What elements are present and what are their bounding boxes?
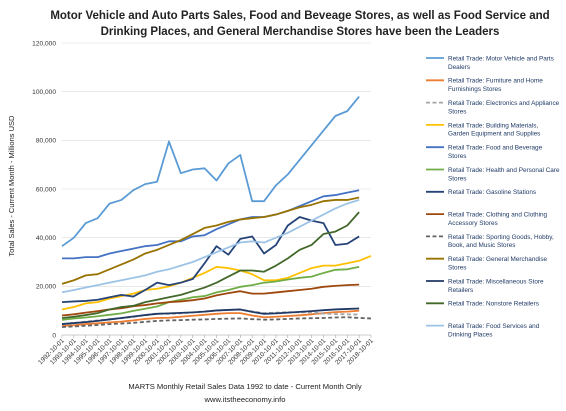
y-tick-label: 20,000 xyxy=(36,284,57,291)
legend-label-9: Retail Trade: General Merchandise Stores xyxy=(448,256,548,271)
series-line-5 xyxy=(61,265,360,321)
chart-title-line-2: Drinking Places, and General Merchandise… xyxy=(101,26,500,38)
series-line-4 xyxy=(62,189,360,260)
legend-label-1: Retail Trade: Furniture and Home Furnishi… xyxy=(448,78,543,93)
y-tick-label: 80,000 xyxy=(36,138,57,145)
legend: Retail Trade: Motor Vehicle and Parts Dea… xyxy=(426,55,560,338)
website-note: www.itstheeconomy.info xyxy=(204,395,286,404)
legend-label-7: Retail Trade: Clothing and Clothing Acces… xyxy=(448,212,548,227)
y-tick-label: 0 xyxy=(52,332,56,339)
y-axis-ticks: 0 20,000 40,000 60,000 80,000 100,000 120,000 xyxy=(32,40,56,339)
y-tick-label: 40,000 xyxy=(36,235,57,242)
series-line-9 xyxy=(61,196,360,285)
series-line-11 xyxy=(61,211,360,319)
legend-label-8: Retail Trade: Sporting Goods, Hobby, Book… xyxy=(448,234,554,249)
legend-label-10: Retail Trade: Miscellaneous Store Retaile… xyxy=(448,278,544,293)
y-tick-label: 60,000 xyxy=(36,186,57,193)
series-line-10 xyxy=(61,307,360,325)
legend-label-11: Retail Trade: Nonstore Retailers xyxy=(448,301,539,308)
legend-label-0: Retail Trade: Motor Vehicle and Parts Dea… xyxy=(448,55,554,70)
source-note: MARTS Monthly Retail Sales Data 1992 to … xyxy=(128,382,361,391)
plot-lines xyxy=(61,95,372,328)
legend-label-5: Retail Trade: Health and Personal Care St… xyxy=(448,167,560,182)
series-line-0 xyxy=(61,95,360,247)
y-axis-title: Total Sales - Current Month - Millions U… xyxy=(7,115,16,256)
series-line-3 xyxy=(61,255,372,311)
legend-label-4: Retail Trade: Food and Beverage Stores xyxy=(448,145,543,160)
legend-label-3: Retail Trade: Building Materials, Garden … xyxy=(448,122,540,137)
series-line-2 xyxy=(61,308,360,325)
series-line-1 xyxy=(61,309,360,327)
legend-label-12: Retail Trade: Food Services and Drinking … xyxy=(448,323,540,338)
legend-label-6: Retail Trade: Gasoline Stations xyxy=(448,189,536,196)
y-tick-label: 100,000 xyxy=(32,89,56,96)
y-tick-label: 120,000 xyxy=(32,40,56,47)
legend-label-2: Retail Trade: Electronics and Appliance S… xyxy=(448,100,560,115)
chart-title-line-1: Motor Vehicle and Auto Parts Sales, Food… xyxy=(50,10,549,22)
series-line-12 xyxy=(61,199,360,294)
gridlines xyxy=(62,42,371,287)
